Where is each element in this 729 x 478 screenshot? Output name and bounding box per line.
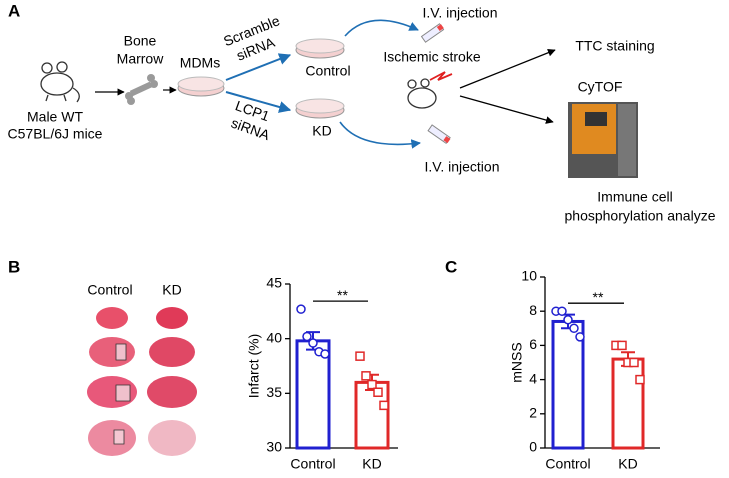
mouse-icon	[40, 61, 80, 103]
data-point	[320, 349, 330, 359]
dish	[177, 76, 225, 97]
injection-label: I.V. injection	[425, 159, 500, 175]
column-label: Control	[87, 282, 132, 298]
data-point	[557, 306, 567, 316]
immune-label: Immune cell	[597, 189, 672, 205]
panel-label: A	[8, 1, 20, 20]
syringe	[427, 124, 451, 145]
y-axis-label: Infarct (%)	[246, 334, 262, 399]
mouse-label: C57BL/6J mice	[8, 126, 103, 142]
cytof-machine	[568, 102, 638, 178]
y-tick-label: 2	[529, 405, 537, 421]
y-tick-label: 4	[529, 370, 537, 386]
data-point	[563, 315, 573, 325]
y-tick-label: 45	[266, 275, 282, 291]
cytof-label: CyTOF	[578, 79, 623, 95]
y-tick-label: 35	[266, 384, 282, 400]
column-label: KD	[162, 282, 181, 298]
brain-slices	[87, 307, 197, 456]
y-axis-label: mNSS	[509, 342, 525, 382]
data-point	[373, 387, 383, 397]
dish	[295, 38, 345, 59]
y-tick-label: 6	[529, 336, 537, 352]
data-point	[308, 338, 318, 348]
lightning	[429, 71, 453, 81]
bar	[354, 380, 390, 450]
group-label: Control	[305, 63, 350, 79]
data-point	[379, 400, 389, 411]
data-point	[296, 304, 306, 314]
x-tick-label: KD	[618, 456, 637, 472]
data-point	[617, 340, 627, 351]
y-tick-label: 0	[529, 439, 537, 455]
bone-label: Bone	[124, 33, 157, 49]
data-point	[302, 331, 312, 342]
ttc-label: TTC staining	[575, 38, 654, 54]
x-tick-label: Control	[290, 456, 335, 472]
bar	[611, 357, 645, 450]
y-tick-label: 40	[266, 329, 282, 345]
data-point	[569, 323, 579, 334]
bar	[295, 339, 331, 450]
data-point	[629, 357, 639, 368]
arrow	[225, 91, 292, 113]
bone-label: Marrow	[117, 51, 165, 67]
stroke-label: Ischemic stroke	[383, 49, 480, 65]
x-tick-label: KD	[362, 456, 381, 472]
data-point	[361, 371, 371, 381]
mouse-icon	[407, 78, 437, 109]
panel-label: C	[445, 257, 457, 276]
dish	[295, 98, 345, 119]
bone-icon	[125, 74, 158, 105]
y-tick-label: 8	[529, 302, 537, 318]
data-point	[575, 332, 585, 342]
immune-label: phosphorylation analyze	[565, 208, 716, 224]
mdms-label: MDMs	[180, 55, 220, 71]
x-tick-label: Control	[545, 456, 590, 472]
arrow	[459, 48, 556, 89]
mouse-label: Male WT	[27, 109, 83, 125]
arrow	[339, 121, 421, 149]
group-label: KD	[312, 123, 331, 139]
arrow	[459, 95, 554, 124]
injection-label: I.V. injection	[423, 5, 498, 21]
y-tick-label: 10	[521, 268, 537, 284]
data-point	[635, 374, 645, 385]
significance-label: **	[337, 287, 348, 303]
syringe	[420, 23, 445, 43]
significance-label: **	[593, 289, 604, 305]
arrow	[225, 53, 292, 81]
data-point	[355, 351, 365, 361]
arrow	[344, 19, 419, 37]
y-tick-label: 30	[266, 439, 282, 455]
data-point	[367, 379, 377, 390]
panel-label: B	[8, 257, 20, 276]
bar	[551, 319, 585, 450]
